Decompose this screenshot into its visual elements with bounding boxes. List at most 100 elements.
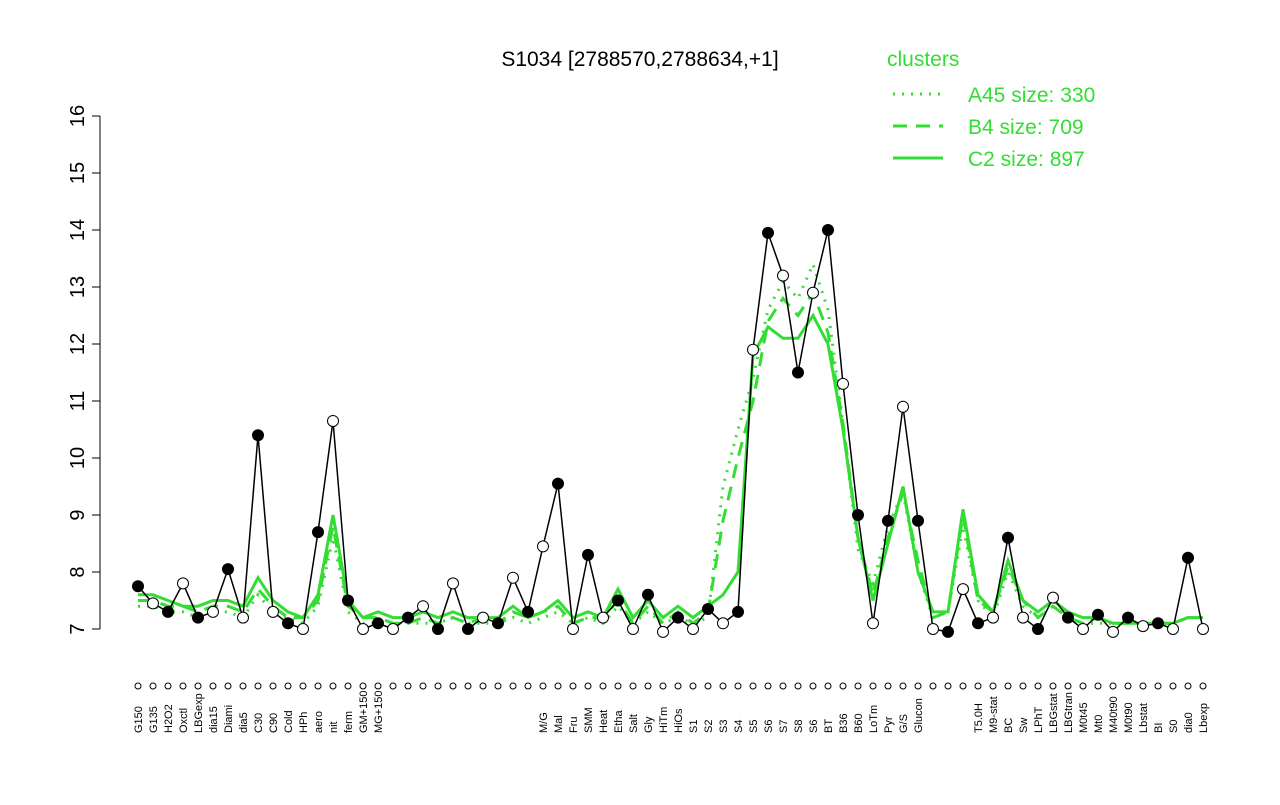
rug-point (719, 682, 727, 690)
rug-point (494, 682, 502, 690)
x-tick-label: BI (1153, 723, 1165, 733)
data-point (1002, 531, 1014, 544)
data-point (147, 597, 159, 610)
x-tick-label: M9-stat (988, 696, 1000, 733)
data-point (882, 514, 894, 527)
data-point (1182, 551, 1194, 564)
rug-point (644, 682, 652, 690)
data-point (957, 583, 969, 596)
rug-point (749, 682, 757, 690)
y-tick-label: 15 (67, 162, 89, 184)
rug-point (1184, 682, 1192, 690)
x-tick-label: ferm (343, 711, 355, 733)
rug-point (1109, 682, 1117, 690)
x-tick-label: S1 (688, 720, 700, 733)
x-tick-label: LBGtran (1063, 692, 1075, 733)
rug-point (764, 682, 772, 690)
rug-point (509, 682, 517, 690)
rug-point (614, 682, 622, 690)
rug-point (839, 682, 847, 690)
data-point (732, 605, 744, 618)
rug-point (1154, 682, 1162, 690)
y-tick-label: 13 (67, 276, 89, 298)
data-point (402, 611, 414, 624)
data-point (432, 623, 444, 635)
data-point (1167, 623, 1179, 635)
x-tick-label: G135 (148, 706, 160, 733)
x-tick-label: BT (823, 719, 835, 733)
x-tick-label: H2O2 (163, 704, 175, 733)
data-point (1017, 611, 1029, 624)
data-point (792, 366, 804, 379)
data-point (282, 617, 294, 630)
data-point (222, 563, 234, 576)
rug-point (824, 682, 832, 690)
data-point (1197, 623, 1209, 635)
data-point (522, 605, 534, 618)
y-tick-label: 10 (67, 447, 89, 469)
x-tick-label: T5.0H (973, 703, 985, 733)
rug-point (1034, 682, 1042, 690)
x-tick-label: B60 (853, 713, 865, 733)
legend-label: C2 size: 897 (968, 148, 1085, 171)
x-tick-label: Lbstat (1138, 703, 1150, 733)
rug-point (1064, 682, 1072, 690)
data-point (657, 625, 669, 638)
rug-point (434, 682, 442, 690)
rug-point (599, 682, 607, 690)
x-tick-label: S6 (808, 720, 820, 733)
rug-point (629, 682, 637, 690)
data-point (672, 611, 684, 624)
rug-point (584, 682, 592, 690)
x-tick-label: Diami (223, 705, 235, 733)
rug-point (254, 682, 262, 690)
rug-point (1139, 682, 1147, 690)
data-point (447, 577, 459, 590)
x-tick-label: S5 (748, 720, 760, 733)
rug-point (569, 682, 577, 690)
x-tick-label: S8 (793, 720, 805, 733)
x-tick-label: Gly (643, 716, 655, 733)
data-point (717, 617, 729, 630)
x-tick-label: MG+150 (373, 691, 385, 734)
data-point (192, 611, 204, 624)
x-tick-label: M0t45 (1078, 702, 1090, 733)
y-tick-label: 16 (67, 105, 89, 127)
data-point (297, 623, 309, 635)
rug-point (149, 682, 157, 690)
rug-point (944, 682, 952, 690)
data-point (552, 477, 564, 490)
rug-point (239, 682, 247, 690)
data-point (702, 603, 714, 616)
rug-point (854, 682, 862, 690)
rug-point (734, 682, 742, 690)
x-tick-label: SMM (583, 707, 595, 733)
data-point (597, 611, 609, 624)
data-point (207, 605, 219, 618)
rug-point (224, 682, 232, 690)
rug-point (464, 682, 472, 690)
data-point (372, 617, 384, 630)
x-tick-label: Cold (283, 710, 295, 733)
x-tick-label: S7 (778, 720, 790, 733)
x-tick-label: B36 (838, 713, 850, 733)
data-point (567, 623, 579, 635)
data-point (1032, 623, 1044, 635)
y-tick-label: 9 (67, 509, 89, 520)
y-tick-label: 14 (67, 219, 89, 241)
x-tick-label: Mal (553, 715, 565, 733)
x-tick-label: BC (1003, 718, 1015, 733)
data-point (897, 400, 909, 413)
rug-point (539, 682, 547, 690)
rug-point (914, 682, 922, 690)
data-point (837, 377, 849, 390)
x-tick-label: HPh (298, 712, 310, 733)
data-point (132, 580, 144, 593)
x-tick-label: Salt (628, 714, 640, 733)
rug-point (974, 682, 982, 690)
data-point (267, 605, 279, 618)
x-tick-label: Sw (1018, 718, 1030, 733)
data-point (852, 509, 864, 521)
rug-point (419, 682, 427, 690)
rug-point (794, 682, 802, 690)
